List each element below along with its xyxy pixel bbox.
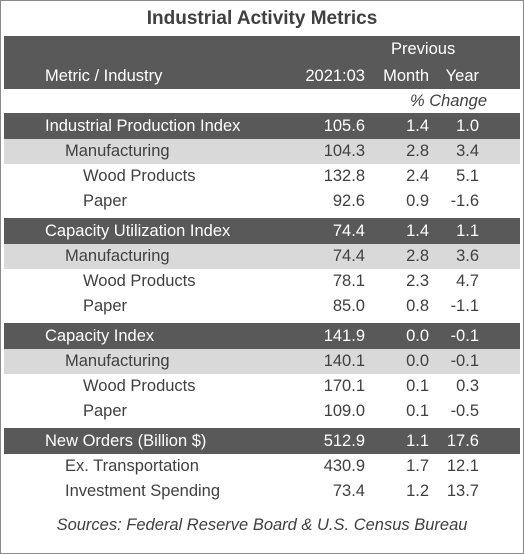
section-row: [4, 323, 520, 349]
value-cell: 0.1: [406, 377, 429, 395]
header-previous: Previous: [391, 40, 456, 58]
value-cell: 92.6: [332, 192, 365, 210]
value-cell: 105.6: [323, 116, 365, 135]
value-cell: 512.9: [323, 431, 365, 450]
value-cell: 13.7: [446, 482, 479, 500]
value-cell: 1.1: [406, 431, 429, 450]
value-cell: 2.4: [406, 167, 429, 185]
header-change: % Change: [409, 92, 487, 110]
value-cell: -0.5: [450, 402, 479, 420]
value-cell: 0.8: [406, 297, 429, 315]
sub-item-row: [4, 164, 520, 189]
value-cell: 78.1: [332, 272, 365, 290]
section-row: [4, 218, 520, 244]
value-cell: -1.6: [450, 192, 479, 210]
section-label: Capacity Index: [45, 326, 155, 345]
item-label: Manufacturing: [65, 352, 170, 370]
sub-item-label: Paper: [83, 192, 128, 210]
item-label: Manufacturing: [65, 247, 170, 265]
value-cell: -1.1: [450, 297, 479, 315]
sub-item-label: Wood Products: [83, 377, 196, 395]
value-cell: 0.0: [406, 326, 429, 345]
value-cell: 430.9: [323, 457, 365, 475]
value-cell: 17.6: [446, 431, 479, 450]
section-row: [4, 113, 520, 139]
value-cell: 141.9: [323, 326, 365, 345]
sub-item-label: Paper: [83, 297, 128, 315]
value-cell: 0.3: [456, 377, 479, 395]
sub-item-row: [4, 189, 520, 214]
value-cell: 1.7: [406, 457, 429, 475]
value-cell: 1.1: [456, 221, 479, 240]
header-current: 2021:03: [305, 67, 365, 85]
value-cell: 73.4: [332, 482, 365, 500]
value-cell: 1.0: [456, 116, 479, 135]
item-row: [4, 139, 520, 164]
item-row: [4, 244, 520, 269]
sub-item-row: [4, 269, 520, 294]
value-cell: 104.3: [323, 142, 365, 160]
value-cell: 1.2: [406, 482, 429, 500]
header-month: Month: [383, 67, 429, 85]
value-cell: 3.4: [456, 142, 479, 160]
footer: Sources: Federal Reserve Board & U.S. Ce…: [56, 516, 468, 534]
value-cell: 2.8: [406, 142, 429, 160]
value-cell: -0.1: [450, 352, 479, 370]
value-cell: 1.4: [406, 116, 429, 135]
sub-item-label: Wood Products: [83, 272, 196, 290]
section-row: [4, 428, 520, 454]
value-cell: 140.1: [323, 352, 365, 370]
value-cell: 0.0: [406, 352, 429, 370]
value-cell: 170.1: [323, 377, 365, 395]
value-cell: 0.9: [406, 192, 429, 210]
item-label: Investment Spending: [65, 482, 221, 500]
title: Industrial Activity Metrics: [146, 8, 378, 29]
value-cell: 2.3: [406, 272, 429, 290]
item-label: Manufacturing: [65, 142, 170, 160]
section-label: Capacity Utilization Index: [45, 221, 231, 240]
header-band: [4, 36, 520, 89]
section-label: Industrial Production Index: [45, 116, 241, 135]
header-metric: Metric / Industry: [45, 67, 163, 85]
sub-item-row: [4, 374, 520, 399]
sub-item-row: [4, 294, 520, 319]
header-year: Year: [445, 67, 479, 85]
value-cell: 5.1: [456, 167, 479, 185]
item-label: Ex. Transportation: [65, 457, 199, 475]
sub-item-label: Wood Products: [83, 167, 196, 185]
sub-item-row: [4, 399, 520, 424]
section-label: New Orders (Billion $): [45, 431, 207, 450]
value-cell: 74.4: [332, 247, 365, 265]
sub-item-label: Paper: [83, 402, 128, 420]
value-cell: 74.4: [332, 221, 365, 240]
value-cell: 1.4: [406, 221, 429, 240]
value-cell: 3.6: [456, 247, 479, 265]
value-cell: 12.1: [446, 457, 479, 475]
value-cell: -0.1: [450, 326, 479, 345]
value-cell: 85.0: [332, 297, 365, 315]
item-row: [4, 349, 520, 374]
value-cell: 0.1: [406, 402, 429, 420]
value-cell: 4.7: [456, 272, 479, 290]
value-cell: 2.8: [406, 247, 429, 265]
value-cell: 132.8: [323, 167, 365, 185]
value-cell: 109.0: [323, 402, 365, 420]
